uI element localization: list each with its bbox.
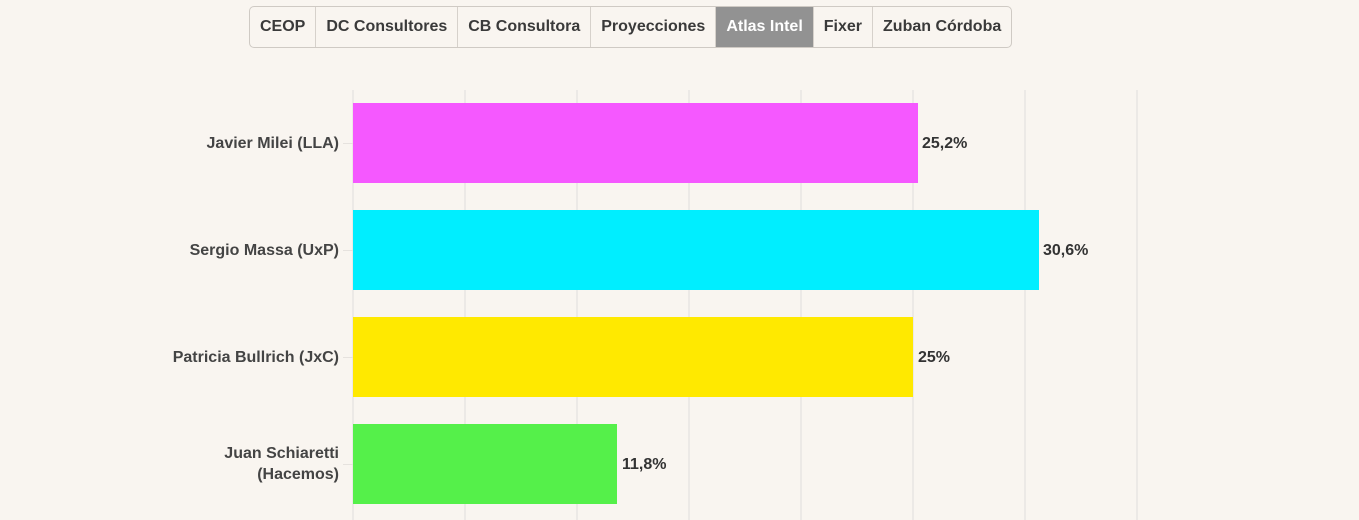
gridline bbox=[800, 90, 802, 520]
pollster-tabs: CEOP DC Consultores CB Consultora Proyec… bbox=[249, 6, 1013, 48]
bar-milei[interactable] bbox=[353, 103, 918, 183]
axis-tick bbox=[343, 357, 353, 358]
bar-label-line1: Javier Milei (LLA) bbox=[206, 135, 339, 152]
tab-ceop[interactable]: CEOP bbox=[250, 7, 317, 47]
axis-tick bbox=[343, 250, 353, 251]
gridline bbox=[576, 90, 578, 520]
bar-value-schiaretti: 11,8% bbox=[622, 456, 667, 473]
axis-tick bbox=[343, 143, 353, 144]
bar-label-line1: Juan Schiaretti bbox=[224, 445, 339, 462]
bar-schiaretti[interactable] bbox=[353, 424, 617, 504]
bar-label-line2: (Hacemos) bbox=[257, 466, 339, 483]
gridline bbox=[352, 90, 354, 520]
tab-atlas-intel[interactable]: Atlas Intel bbox=[716, 7, 814, 47]
bar-label-massa: Sergio Massa (UxP) bbox=[79, 240, 339, 261]
bar-value-bullrich: 25% bbox=[918, 349, 951, 366]
gridline bbox=[912, 90, 914, 520]
tab-dc-consultores[interactable]: DC Consultores bbox=[316, 7, 459, 47]
bar-label-line1: Patricia Bullrich (JxC) bbox=[172, 349, 339, 366]
bar-label-bullrich: Patricia Bullrich (JxC) bbox=[79, 347, 339, 368]
axis-tick bbox=[343, 464, 353, 465]
tab-zuban-cordoba[interactable]: Zuban Córdoba bbox=[883, 18, 1002, 35]
gridline bbox=[688, 90, 690, 520]
gridline bbox=[1136, 90, 1138, 520]
gridline bbox=[464, 90, 466, 520]
gridline bbox=[1024, 90, 1026, 520]
bar-value-massa: 30,6% bbox=[1043, 242, 1089, 259]
bar-massa[interactable] bbox=[353, 210, 1039, 290]
bar-label-schiaretti: Juan Schiaretti (Hacemos) bbox=[79, 443, 339, 485]
tab-cb-consultora[interactable]: CB Consultora bbox=[458, 7, 592, 47]
bar-label-milei: Javier Milei (LLA) bbox=[79, 133, 339, 154]
bar-label-line1: Sergio Massa (UxP) bbox=[189, 242, 339, 259]
tab-proyecciones[interactable]: Proyecciones bbox=[591, 7, 717, 47]
tab-fixer[interactable]: Fixer bbox=[814, 7, 874, 47]
bar-bullrich[interactable] bbox=[353, 317, 913, 397]
bar-value-milei: 25,2% bbox=[922, 135, 968, 152]
